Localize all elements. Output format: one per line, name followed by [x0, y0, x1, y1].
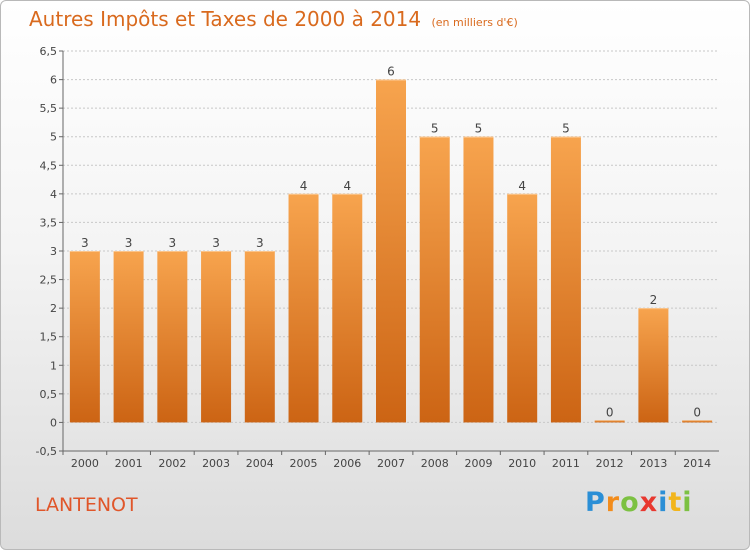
y-tick-label: 6,5 — [40, 45, 58, 58]
y-tick-label: 4 — [50, 188, 57, 201]
proxiti-logo[interactable]: Proxiti — [585, 487, 693, 518]
data-label: 3 — [81, 236, 89, 250]
bars — [69, 79, 713, 423]
axes — [62, 51, 719, 455]
bar — [463, 136, 494, 423]
y-tick-label: 5 — [50, 131, 57, 144]
bar — [638, 308, 669, 423]
data-label: 2 — [650, 293, 658, 307]
logo-letter: P — [585, 487, 606, 518]
y-tick-label: 1,5 — [40, 331, 58, 344]
y-tick-label: 2 — [50, 302, 57, 315]
x-tick-label: 2005 — [290, 457, 318, 470]
y-tick-label: 0 — [50, 416, 57, 429]
logo-letter: r — [605, 487, 621, 518]
y-tick-label: 6 — [50, 74, 57, 87]
data-label: 3 — [169, 236, 177, 250]
logo-letter: x — [639, 487, 659, 518]
y-tick-label: 2,5 — [40, 274, 58, 287]
chart-title: Autres Impôts et Taxes de 2000 à 2014 (e… — [29, 7, 518, 31]
x-tick-label: 2014 — [683, 457, 711, 470]
data-label: 4 — [300, 179, 308, 193]
bar — [332, 193, 363, 423]
data-label: 5 — [562, 122, 570, 136]
data-label: 5 — [475, 122, 483, 136]
data-label: 3 — [212, 236, 220, 250]
x-tick-label: 2013 — [639, 457, 667, 470]
x-tick-label: 2001 — [115, 457, 143, 470]
data-label: 4 — [343, 179, 351, 193]
bar — [157, 251, 188, 423]
y-tick-label: 1 — [50, 359, 57, 372]
location-name: LANTENOT — [35, 494, 138, 516]
bar — [594, 420, 625, 423]
x-tick-label: 2009 — [464, 457, 492, 470]
chart-title-text: Autres Impôts et Taxes de 2000 à 2014 — [29, 7, 422, 31]
bar — [376, 79, 406, 423]
y-tick-label: 3,5 — [40, 216, 58, 229]
y-tick-labels: -0,5 0 0,5 1 1,5 2 2,5 3 3,5 4 4,5 5 5,5 6 6,5 — [36, 45, 57, 458]
chart-subtitle: (en milliers d'€) — [431, 16, 518, 29]
y-tick-label: 3 — [50, 245, 57, 258]
logo-letter: i — [658, 487, 669, 518]
x-tick-label: 2011 — [552, 457, 580, 470]
data-label: 0 — [693, 405, 701, 419]
bar — [244, 251, 275, 423]
x-tick-label: 2008 — [421, 457, 449, 470]
bar — [682, 420, 713, 423]
data-label: 3 — [125, 236, 133, 250]
x-tick-label: 2003 — [202, 457, 230, 470]
x-tick-label: 2007 — [377, 457, 405, 470]
logo-letter: t — [668, 487, 683, 518]
bar — [113, 251, 144, 423]
bar — [288, 193, 319, 423]
bar — [69, 251, 100, 423]
bar — [550, 136, 581, 423]
data-label: 6 — [387, 65, 395, 79]
bar — [419, 136, 450, 423]
x-tick-label: 2002 — [158, 457, 186, 470]
data-label: 5 — [431, 122, 439, 136]
data-labels: 3 3 3 3 3 4 4 6 5 5 4 5 0 2 0 — [81, 65, 701, 420]
x-tick-labels: 2000 2001 2002 2003 2004 2005 2006 2007 2008 2009… — [71, 457, 711, 470]
data-label: 4 — [518, 179, 526, 193]
y-tick-label: 4,5 — [40, 159, 58, 172]
y-tick-label: 0,5 — [40, 388, 58, 401]
y-tick-label: 5,5 — [40, 102, 58, 115]
y-tick-label: -0,5 — [36, 445, 57, 458]
x-tick-label: 2010 — [508, 457, 536, 470]
x-tick-label: 2004 — [246, 457, 274, 470]
x-tick-label: 2006 — [333, 457, 361, 470]
data-label: 0 — [606, 405, 614, 419]
bar — [201, 251, 232, 423]
bar — [507, 193, 538, 423]
x-tick-label: 2000 — [71, 457, 99, 470]
x-tick-label: 2012 — [596, 457, 624, 470]
logo-letter: i — [682, 487, 693, 518]
data-label: 3 — [256, 236, 264, 250]
logo-letter: o — [620, 487, 640, 518]
